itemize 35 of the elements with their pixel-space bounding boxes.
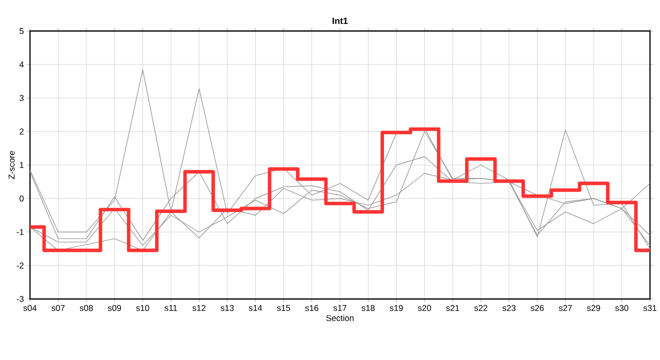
x-tick-label: s15: [277, 305, 290, 311]
x-tick-label: s14: [248, 305, 262, 311]
y-tick-label: -3: [16, 296, 24, 302]
y-axis-title: Z-score: [8, 151, 15, 180]
x-tick-label: s20: [418, 305, 432, 312]
x-tick-label: s30: [615, 305, 628, 312]
y-tick-label: 0: [20, 196, 24, 202]
x-tick-label: s16: [305, 305, 318, 312]
y-tick-label: -1: [16, 229, 24, 235]
x-tick-label: s18: [362, 305, 375, 312]
chart-title: Int1: [332, 18, 348, 24]
x-tick-label: s09: [108, 305, 121, 312]
y-tick-label: 5: [20, 28, 24, 34]
x-tick-label: s29: [587, 305, 600, 312]
x-tick-label: s31: [643, 305, 656, 312]
x-tick-label: s27: [558, 305, 572, 312]
x-axis-title: Section: [326, 314, 354, 322]
x-tick-label: s13: [220, 305, 234, 312]
x-tick-label: s04: [23, 305, 37, 312]
y-tick-label: 4: [19, 62, 24, 68]
y-tick-label: -2: [16, 262, 24, 268]
y-tick-label: 1: [20, 162, 24, 168]
x-tick-label: s22: [474, 305, 488, 312]
x-tick-label: s19: [390, 305, 403, 312]
x-tick-label: s11: [164, 305, 178, 311]
x-tick-label: s10: [136, 305, 150, 312]
x-tick-label: s17: [333, 305, 346, 311]
x-tick-label: s23: [502, 305, 516, 312]
y-tick-label: 3: [20, 95, 24, 101]
x-tick-label: s21: [446, 305, 460, 312]
x-tick-label: s07: [52, 305, 65, 312]
y-tick-label: 2: [20, 128, 24, 134]
x-tick-label: s08: [80, 305, 93, 312]
x-tick-label: s12: [192, 305, 206, 312]
x-tick-label: s26: [530, 305, 544, 312]
